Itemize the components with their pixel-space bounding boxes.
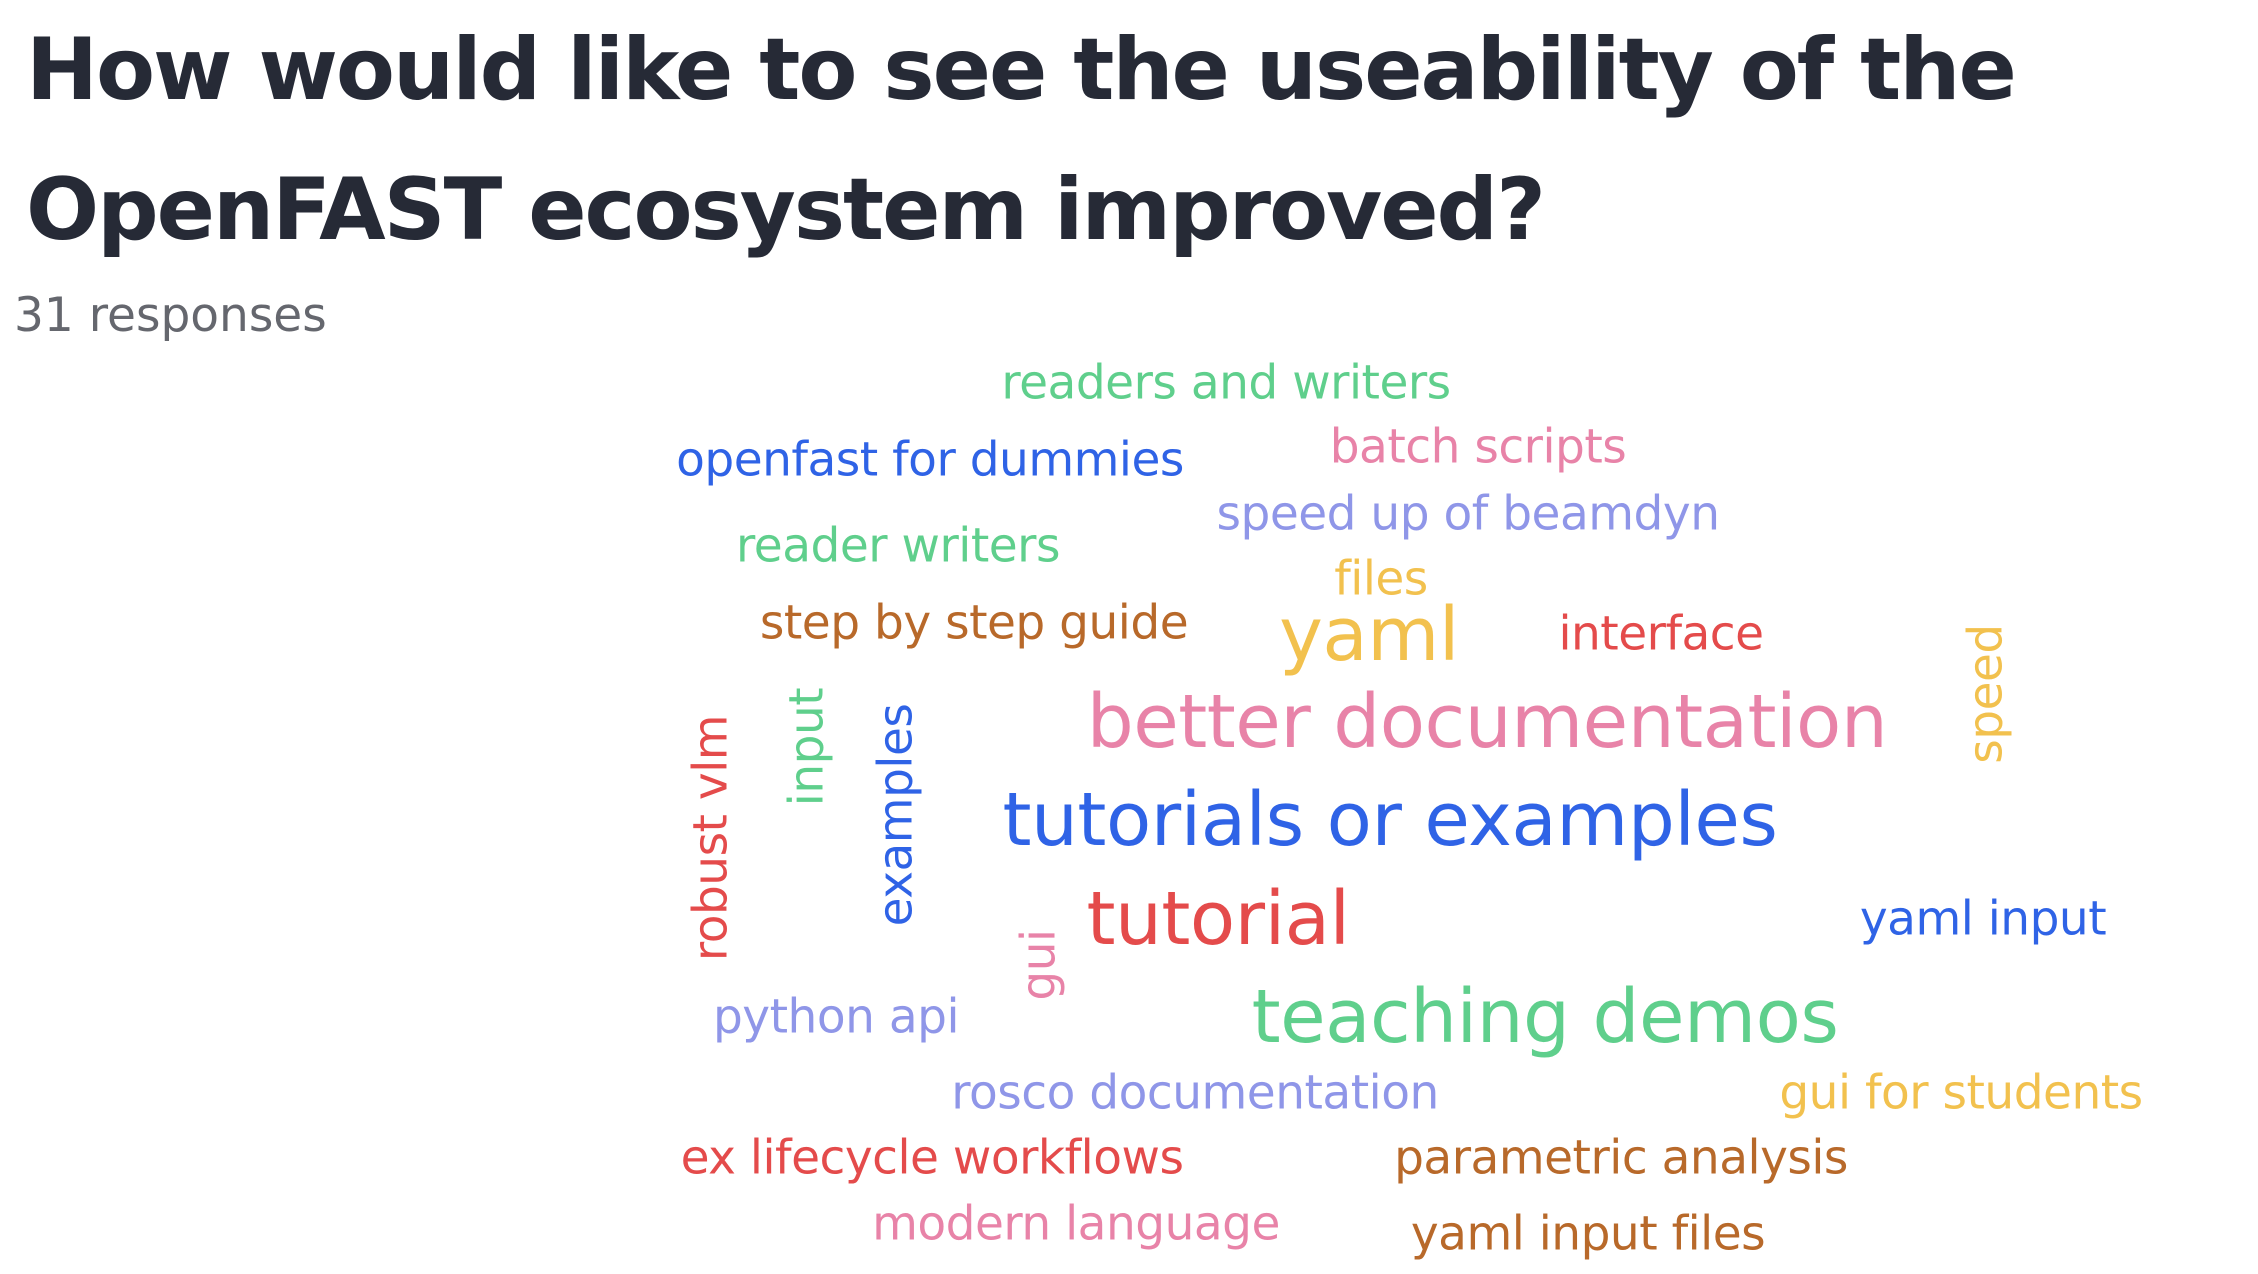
word-files: files [1334, 551, 1428, 607]
word-speed: speed [1958, 624, 2014, 764]
word-speed-up-of-beamdyn: speed up of beamdyn [1216, 486, 1720, 542]
word-readers-and-writers: readers and writers [1001, 355, 1451, 411]
word-step-by-step-guide: step by step guide [759, 595, 1189, 651]
word-gui: gui [1011, 929, 1067, 1001]
question-title: How would like to see the useability of … [26, 20, 2017, 260]
word-teaching-demos: teaching demos [1251, 974, 1839, 1060]
word-examples: examples [868, 703, 924, 927]
word-modern-language: modern language [872, 1196, 1280, 1252]
word-parametric-analysis: parametric analysis [1394, 1130, 1848, 1186]
word-python-api: python api [712, 989, 960, 1045]
word-input: input [779, 687, 835, 807]
word-openfast-for-dummies: openfast for dummies [676, 432, 1184, 488]
word-batch-scripts: batch scripts [1329, 419, 1627, 475]
word-robust-vlm: robust vlm [683, 714, 739, 962]
word-tutorials-or-examples: tutorials or examples [1002, 777, 1778, 863]
word-interface: interface [1558, 606, 1764, 662]
word-yaml: yaml [1279, 592, 1459, 678]
word-yaml-input-files: yaml input files [1410, 1206, 1766, 1262]
word-rosco-documentation: rosco documentation [951, 1065, 1439, 1121]
word-tutorial: tutorial [1086, 876, 1350, 962]
word-better-documentation: better documentation [1086, 679, 1888, 765]
word-ex-lifecycle-workflows: ex lifecycle workflows [680, 1130, 1184, 1186]
word-yaml-input: yaml input [1859, 891, 2107, 947]
word-gui-for-students: gui for students [1779, 1065, 2143, 1121]
word-reader-writers: reader writers [736, 518, 1061, 574]
response-count: 31 responses [14, 288, 327, 343]
